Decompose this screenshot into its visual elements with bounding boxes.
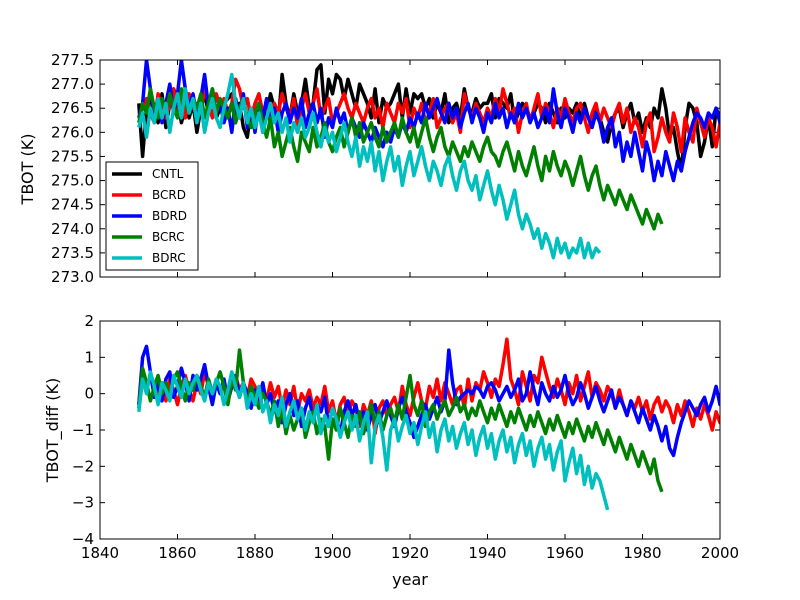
x-tick-label: 1960	[546, 544, 584, 562]
top-y-tick-label: 275.5	[51, 147, 94, 165]
top-y-tick-label: 274.0	[51, 220, 94, 238]
legend-items: CNTL BCRD BDRD BCRC BDRC	[112, 167, 187, 265]
bottom-y-tick-label: 2	[84, 312, 94, 330]
top-y-tick-label: 276.5	[51, 99, 94, 117]
x-tick-label: 1920	[391, 544, 429, 562]
bottom-series-bdrc	[137, 370, 610, 511]
x-tick-label: 1840	[81, 544, 119, 562]
legend-label-cntl: CNTL	[152, 167, 184, 181]
x-tick-labels: 1840 1860 1880 1900 1920 1940 1960 1980 2000	[81, 544, 739, 562]
top-y-tick-label: 276.0	[51, 123, 94, 141]
bottom-series-group	[137, 337, 720, 511]
top-series-bdrc	[137, 72, 602, 260]
top-plot-frame	[99, 59, 721, 278]
bottom-series-bcrd	[137, 337, 720, 436]
bottom-y-tick-label: 1	[84, 348, 94, 366]
bottom-panel: −4 −3 −2 −1 0 1 2 1840 1860 1880 1900 1920 1940 1960…	[43, 312, 739, 589]
top-y-tick-label: 277.0	[51, 75, 94, 93]
bottom-y-tick-label: −2	[72, 457, 94, 475]
bottom-plot-frame	[99, 320, 721, 540]
top-series-bcrc	[137, 87, 664, 231]
top-series-group	[137, 60, 720, 260]
x-tick-label: 1940	[468, 544, 506, 562]
legend: CNTL BCRD BDRD BCRC BDRC	[105, 161, 199, 271]
x-axis-label: year	[392, 570, 428, 589]
x-tick-label: 1980	[623, 544, 661, 562]
bottom-y-tick-label: −3	[72, 494, 94, 512]
top-y-tick-label: 273.0	[51, 268, 94, 286]
x-tick-label: 1860	[158, 544, 196, 562]
bottom-y-tick-label: 0	[84, 385, 94, 403]
bottom-y-tick-label: −4	[72, 530, 94, 548]
bottom-y-tick-labels: −4 −3 −2 −1 0 1 2	[72, 312, 94, 548]
legend-label-bcrd: BCRD	[152, 188, 186, 202]
bottom-y-axis-label: TBOT_diff (K)	[43, 378, 63, 484]
legend-label-bdrc: BDRC	[152, 251, 186, 265]
top-y-tick-label: 273.5	[51, 244, 94, 262]
legend-label-bcrc: BCRC	[152, 230, 185, 244]
top-y-tick-label: 274.5	[51, 196, 94, 214]
x-tick-label: 1900	[313, 544, 351, 562]
top-y-axis-label: TBOT (K)	[18, 134, 37, 206]
top-y-tick-labels: 273.0 273.5 274.0 274.5 275.0 275.5 276.0 276.5…	[51, 51, 94, 286]
legend-label-bdrd: BDRD	[152, 209, 187, 223]
x-tick-label: 1880	[236, 544, 274, 562]
top-y-tick-label: 277.5	[51, 51, 94, 69]
x-tick-label: 2000	[701, 544, 739, 562]
top-y-tick-label: 275.0	[51, 172, 94, 190]
top-panel: 273.0 273.5 274.0 274.5 275.0 275.5 276.0 276.5…	[18, 51, 721, 286]
bottom-y-tick-label: −1	[72, 421, 94, 439]
